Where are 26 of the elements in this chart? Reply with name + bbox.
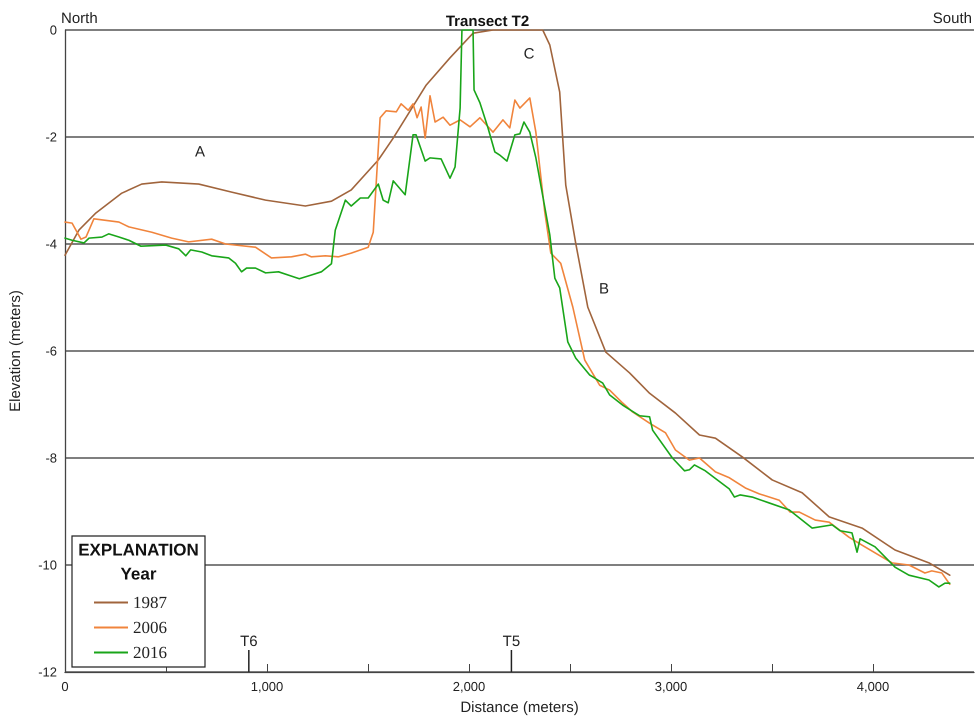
annotation: C [524, 46, 535, 62]
text: North [61, 10, 98, 27]
x-tick-label: 0 [61, 679, 69, 694]
text: South [932, 10, 972, 27]
legend-label: 2016 [133, 643, 167, 662]
y-tick-label: 0 [50, 22, 57, 38]
ref-line-label: T6 [240, 633, 258, 650]
y-tick-label: -10 [38, 558, 57, 572]
legend-title: EXPLANATION Year [78, 540, 199, 584]
x-tick-label: 2,000 [452, 679, 486, 694]
x-axis-title: Distance (meters) [460, 699, 579, 716]
y-tick-label: -2 [45, 130, 57, 144]
x-tick-label: 1,000 [250, 679, 284, 694]
y-axis-title: Elevation (meters) [7, 290, 24, 412]
annotation: B [598, 280, 610, 298]
y-tick-label: -6 [45, 344, 57, 358]
x-tick-label: 3,000 [654, 679, 688, 694]
x-tick-label: 4,000 [856, 679, 890, 694]
y-tick-label: -12 [38, 664, 57, 680]
ref-line-label: T5 [502, 633, 520, 650]
legend-label: 1987 [133, 593, 168, 612]
annotation: A [194, 144, 206, 160]
chart-title: Transect T2 [446, 13, 530, 30]
y-tick-label: -8 [45, 450, 57, 466]
y-tick-label: -4 [45, 236, 57, 252]
legend-label: 2006 [133, 618, 167, 637]
